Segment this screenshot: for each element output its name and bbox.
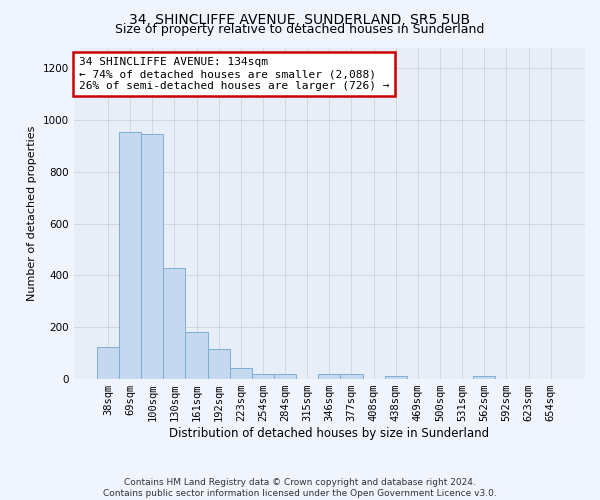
Bar xyxy=(318,374,340,379)
Bar xyxy=(385,376,407,379)
Bar xyxy=(473,376,496,379)
Text: Size of property relative to detached houses in Sunderland: Size of property relative to detached ho… xyxy=(115,22,485,36)
Bar xyxy=(185,332,208,379)
X-axis label: Distribution of detached houses by size in Sunderland: Distribution of detached houses by size … xyxy=(169,427,490,440)
Bar xyxy=(163,268,185,379)
Y-axis label: Number of detached properties: Number of detached properties xyxy=(27,126,37,301)
Text: Contains HM Land Registry data © Crown copyright and database right 2024.
Contai: Contains HM Land Registry data © Crown c… xyxy=(103,478,497,498)
Text: 34 SHINCLIFFE AVENUE: 134sqm
← 74% of detached houses are smaller (2,088)
26% of: 34 SHINCLIFFE AVENUE: 134sqm ← 74% of de… xyxy=(79,58,389,90)
Bar xyxy=(97,346,119,379)
Bar xyxy=(119,132,141,379)
Bar xyxy=(340,374,362,379)
Bar xyxy=(141,134,163,379)
Bar xyxy=(252,374,274,379)
Bar xyxy=(230,368,252,379)
Bar xyxy=(274,374,296,379)
Text: 34, SHINCLIFFE AVENUE, SUNDERLAND, SR5 5UB: 34, SHINCLIFFE AVENUE, SUNDERLAND, SR5 5… xyxy=(130,12,470,26)
Bar xyxy=(208,348,230,379)
